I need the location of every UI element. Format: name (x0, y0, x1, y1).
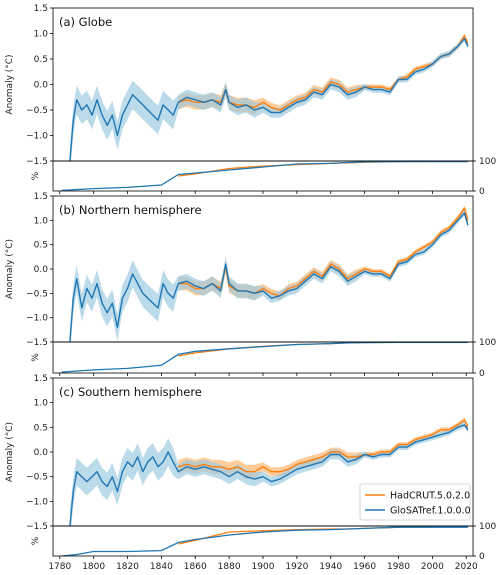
coverage-axis-label: % (31, 171, 41, 180)
y-tick-label: −0.5 (26, 106, 48, 116)
coverage-lines (61, 526, 468, 556)
coverage-tick-label: 0 (479, 369, 485, 379)
y-tick-label: −1.0 (26, 497, 48, 507)
coverage-axis-label: % (31, 536, 41, 545)
series-line-glosat (69, 212, 469, 342)
coverage-tick-label: 100 (479, 522, 496, 532)
y-tick-label: 1.0 (34, 216, 49, 226)
x-tick-label: 1900 (252, 562, 275, 572)
series-line-hadcrut (178, 419, 469, 473)
coverage-tick-label: 100 (479, 157, 496, 167)
panel-1: −1.5 −1.0 −0.5 0.0 0.5 1.0 1.5 0 100 Anomaly (°C)… (5, 192, 496, 379)
y-tick-label: 1.5 (34, 192, 48, 202)
y-tick-label: 0.5 (34, 55, 48, 65)
coverage-tick-label: 100 (479, 338, 496, 348)
x-tick-label: 2000 (421, 562, 444, 572)
x-tick-label: 1780 (48, 562, 71, 572)
coverage-line-glosat (61, 161, 468, 191)
series-line-glosat (69, 37, 469, 161)
x-tick-label: 1820 (116, 562, 139, 572)
y-tick-label: −1.5 (26, 522, 48, 532)
coverage-tick-label: 0 (479, 552, 485, 562)
anomaly-axis-label: Anomaly (°C) (5, 239, 15, 299)
series-lines (69, 419, 469, 526)
y-tick-label: 1.5 (34, 374, 48, 384)
coverage-tick-label: 0 (479, 187, 485, 197)
uncertainty-bands (69, 417, 468, 526)
y-tick-label: 0.5 (34, 241, 48, 251)
x-tick-label: 1860 (184, 562, 207, 572)
y-tick-label: 1.0 (34, 399, 49, 409)
uncertainty-band-glosat (69, 421, 468, 526)
x-tick-label: 1840 (150, 562, 173, 572)
legend: HadCRUT.5.0.2.0 GloSATref.1.0.0.0 (359, 483, 471, 521)
y-tick-label: 1.5 (34, 4, 48, 14)
legend-label: HadCRUT.5.0.2.0 (390, 491, 470, 502)
y-tick-label: 0.5 (34, 423, 48, 433)
series-lines (69, 207, 469, 342)
y-tick-label: −1.5 (26, 157, 48, 167)
x-tick-label: 2020 (455, 562, 478, 572)
uncertainty-band-glosat (69, 35, 468, 161)
y-tick-label: −0.5 (26, 289, 48, 299)
coverage-line-glosat (61, 526, 468, 556)
coverage-lines (61, 161, 468, 191)
legend-box (359, 483, 471, 521)
y-tick-label: −1.0 (26, 132, 48, 142)
y-tick-label: 1.0 (34, 30, 49, 40)
x-tick-label: 1880 (218, 562, 241, 572)
x-tick-label: 1960 (353, 562, 376, 572)
y-tick-label: −1.5 (26, 338, 48, 348)
anomaly-axis-label: Anomaly (°C) (5, 422, 15, 482)
y-tick-label: −1.0 (26, 314, 48, 324)
coverage-line-glosat (61, 342, 468, 373)
coverage-lines (61, 342, 468, 373)
series-line-hadcrut (178, 35, 469, 111)
panel-title: (b) Northern hemisphere (59, 203, 202, 217)
panel-title: (a) Globe (59, 15, 112, 29)
x-tick-label: 1920 (285, 562, 308, 572)
panel-2: −1.5 −1.0 −0.5 0.0 0.5 1.0 1.5 0 100 Anomaly (°C)… (5, 374, 496, 562)
x-tick-label: 1980 (387, 562, 410, 572)
y-tick-label: 0.0 (34, 81, 49, 91)
uncertainty-bands (69, 33, 468, 161)
anomaly-axis-label: Anomaly (°C) (5, 54, 15, 114)
y-tick-label: 0.0 (34, 265, 49, 275)
y-tick-label: −0.5 (26, 473, 48, 483)
x-tick-label: 1940 (319, 562, 342, 572)
x-tick-label: 1800 (82, 562, 105, 572)
y-tick-label: 0.0 (34, 448, 49, 458)
panel-0: −1.5 −1.0 −0.5 0.0 0.5 1.0 1.5 0 100 Anomaly (°C)… (5, 4, 496, 197)
coverage-axis-label: % (31, 353, 41, 362)
legend-label: GloSATref.1.0.0.0 (390, 506, 471, 517)
series-lines (69, 35, 469, 161)
series-line-glosat (69, 424, 469, 526)
panel-title: (c) Southern hemisphere (59, 385, 202, 399)
